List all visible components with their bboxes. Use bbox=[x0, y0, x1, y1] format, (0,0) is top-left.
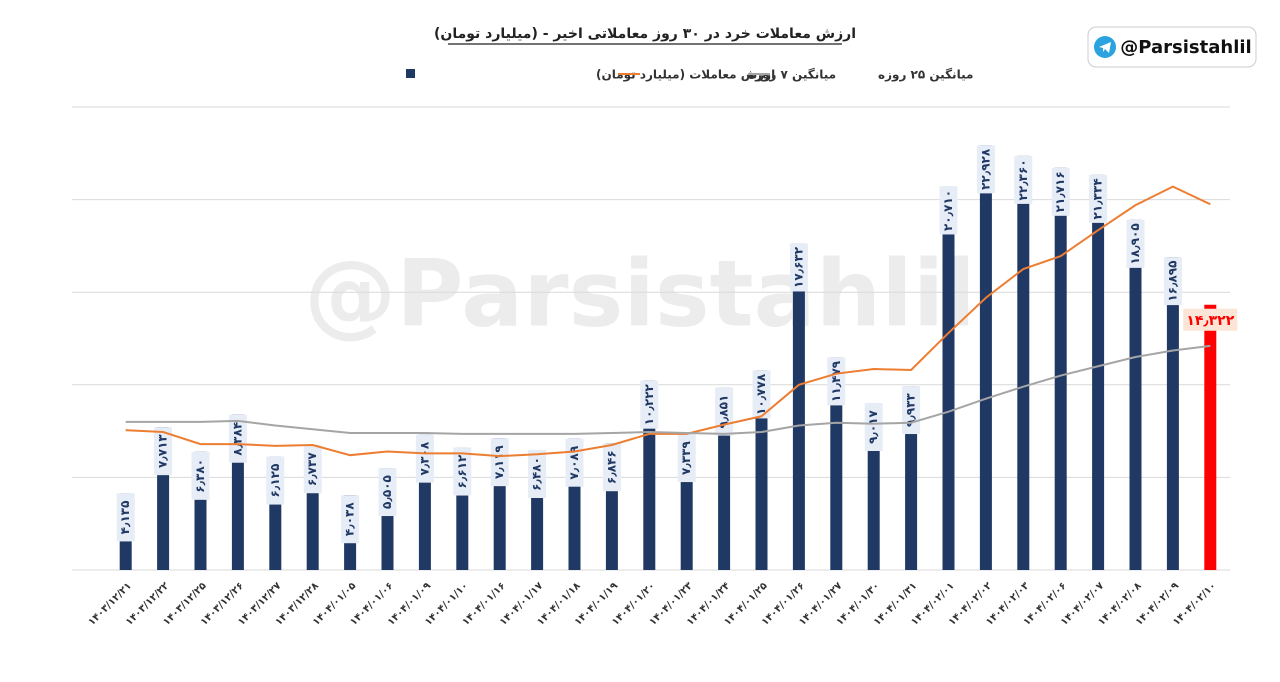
badge-box bbox=[1087, 26, 1257, 68]
data-label-box bbox=[1014, 155, 1033, 204]
bar bbox=[1166, 257, 1179, 570]
data-label-box bbox=[303, 445, 322, 494]
data-label-box bbox=[1051, 167, 1070, 216]
data-label: ۲۲٫۹۲۸ bbox=[978, 148, 992, 190]
legend-swatch bbox=[406, 69, 415, 78]
data-label: ۶٫۳۸۰ bbox=[193, 459, 207, 493]
data-label-box bbox=[228, 414, 247, 463]
data-label: ۷٫۱۱۹ bbox=[492, 445, 506, 479]
data-label: ۵٫۵۰۵ bbox=[380, 475, 394, 509]
data-label: ۲۰٫۷۱۰ bbox=[941, 190, 955, 231]
data-label: ۱۴٫۳۲۲ bbox=[1186, 313, 1234, 329]
data-label: ۷٫۰۸۹ bbox=[567, 445, 581, 479]
data-label: ۶٫۷۳۷ bbox=[305, 452, 319, 486]
handle: @Parsistahlil bbox=[1120, 37, 1251, 58]
data-label-box bbox=[1089, 174, 1108, 223]
data-label: ۹٫۰۱۷ bbox=[866, 409, 880, 443]
data-label-box bbox=[154, 427, 173, 476]
data-label-box bbox=[191, 451, 210, 500]
telegram-plane bbox=[1099, 42, 1111, 53]
data-label: ۲۱٫۳۳۴ bbox=[1091, 178, 1105, 219]
data-label: ۱۰٫۷۷۸ bbox=[754, 373, 768, 415]
data-label-box bbox=[341, 495, 360, 544]
data-label-box bbox=[752, 370, 771, 419]
data-label: ۱۰٫۲۲۲ bbox=[642, 383, 656, 425]
data-label: ۴٫۰۳۸ bbox=[343, 502, 357, 536]
legend-label: ارزش معاملات (میلیارد تومان) bbox=[596, 68, 775, 83]
handle-badge: @Parsistahlil bbox=[1087, 26, 1257, 68]
bar bbox=[1129, 219, 1142, 570]
bar bbox=[1092, 174, 1105, 570]
data-label: ۷٫۳۳۹ bbox=[679, 441, 693, 475]
data-label: ۹٫۹۳۳ bbox=[904, 392, 918, 426]
line bbox=[125, 344, 1211, 435]
data-label: ۶٫۴۸۰ bbox=[530, 457, 544, 491]
watermark: @Parsistahlil bbox=[304, 240, 976, 347]
data-label-box bbox=[1183, 308, 1238, 331]
data-label-box bbox=[1163, 257, 1182, 306]
data-label: ۸٫۳۸۴ bbox=[230, 422, 244, 456]
data-label-box bbox=[939, 186, 958, 235]
data-label-box bbox=[827, 357, 846, 406]
data-label-box bbox=[453, 447, 472, 496]
data-label: ۲۱٫۷۱۶ bbox=[1053, 171, 1067, 212]
data-label-box bbox=[378, 468, 397, 517]
data-label-box bbox=[415, 434, 434, 483]
bar bbox=[1204, 304, 1217, 570]
bar bbox=[1054, 167, 1067, 570]
data-label: ۶٫۶۱۲ bbox=[455, 454, 469, 488]
legend-label: میانگین ۷ روزه bbox=[748, 68, 836, 83]
legend-label: میانگین ۲۵ روزه bbox=[878, 68, 973, 83]
bar bbox=[1017, 155, 1030, 570]
data-label: ۱۷٫۶۳۲ bbox=[791, 246, 805, 288]
line bbox=[125, 185, 1211, 458]
data-label-box bbox=[1126, 219, 1145, 268]
data-label-box bbox=[266, 456, 285, 505]
data-label: ۱۸٫۹۰۵ bbox=[1128, 223, 1142, 264]
data-label: ۶٫۸۴۶ bbox=[604, 450, 618, 484]
data-label: ۱۶٫۸۹۵ bbox=[1165, 261, 1179, 302]
data-label: ۷٫۳۰۸ bbox=[417, 441, 431, 475]
chart-title: ارزش معاملات خرد در ۳۰ روز معاملاتی اخیر… bbox=[434, 26, 856, 42]
bar bbox=[979, 145, 992, 570]
data-label-box bbox=[976, 145, 995, 194]
data-label-box bbox=[116, 493, 135, 542]
data-label-box bbox=[640, 380, 659, 429]
data-label: ۶٫۱۲۵ bbox=[268, 464, 282, 498]
data-label-box bbox=[789, 243, 808, 292]
bar bbox=[755, 370, 768, 570]
bar bbox=[942, 186, 955, 570]
data-label-box bbox=[677, 434, 696, 483]
data-label: ۴٫۱۳۵ bbox=[118, 501, 132, 535]
data-label: ۲۲٫۳۶۰ bbox=[1016, 159, 1030, 200]
data-label: ۷٫۷۱۳ bbox=[156, 434, 170, 468]
data-label: ۹٫۸۵۱ bbox=[717, 395, 731, 429]
data-label: ۱۱٫۴۷۹ bbox=[829, 360, 843, 402]
data-label-box bbox=[490, 438, 509, 487]
data-label-box bbox=[864, 403, 883, 452]
bar bbox=[792, 243, 805, 570]
data-label-box bbox=[602, 443, 621, 492]
data-label-box bbox=[528, 449, 547, 498]
bar bbox=[830, 357, 843, 570]
